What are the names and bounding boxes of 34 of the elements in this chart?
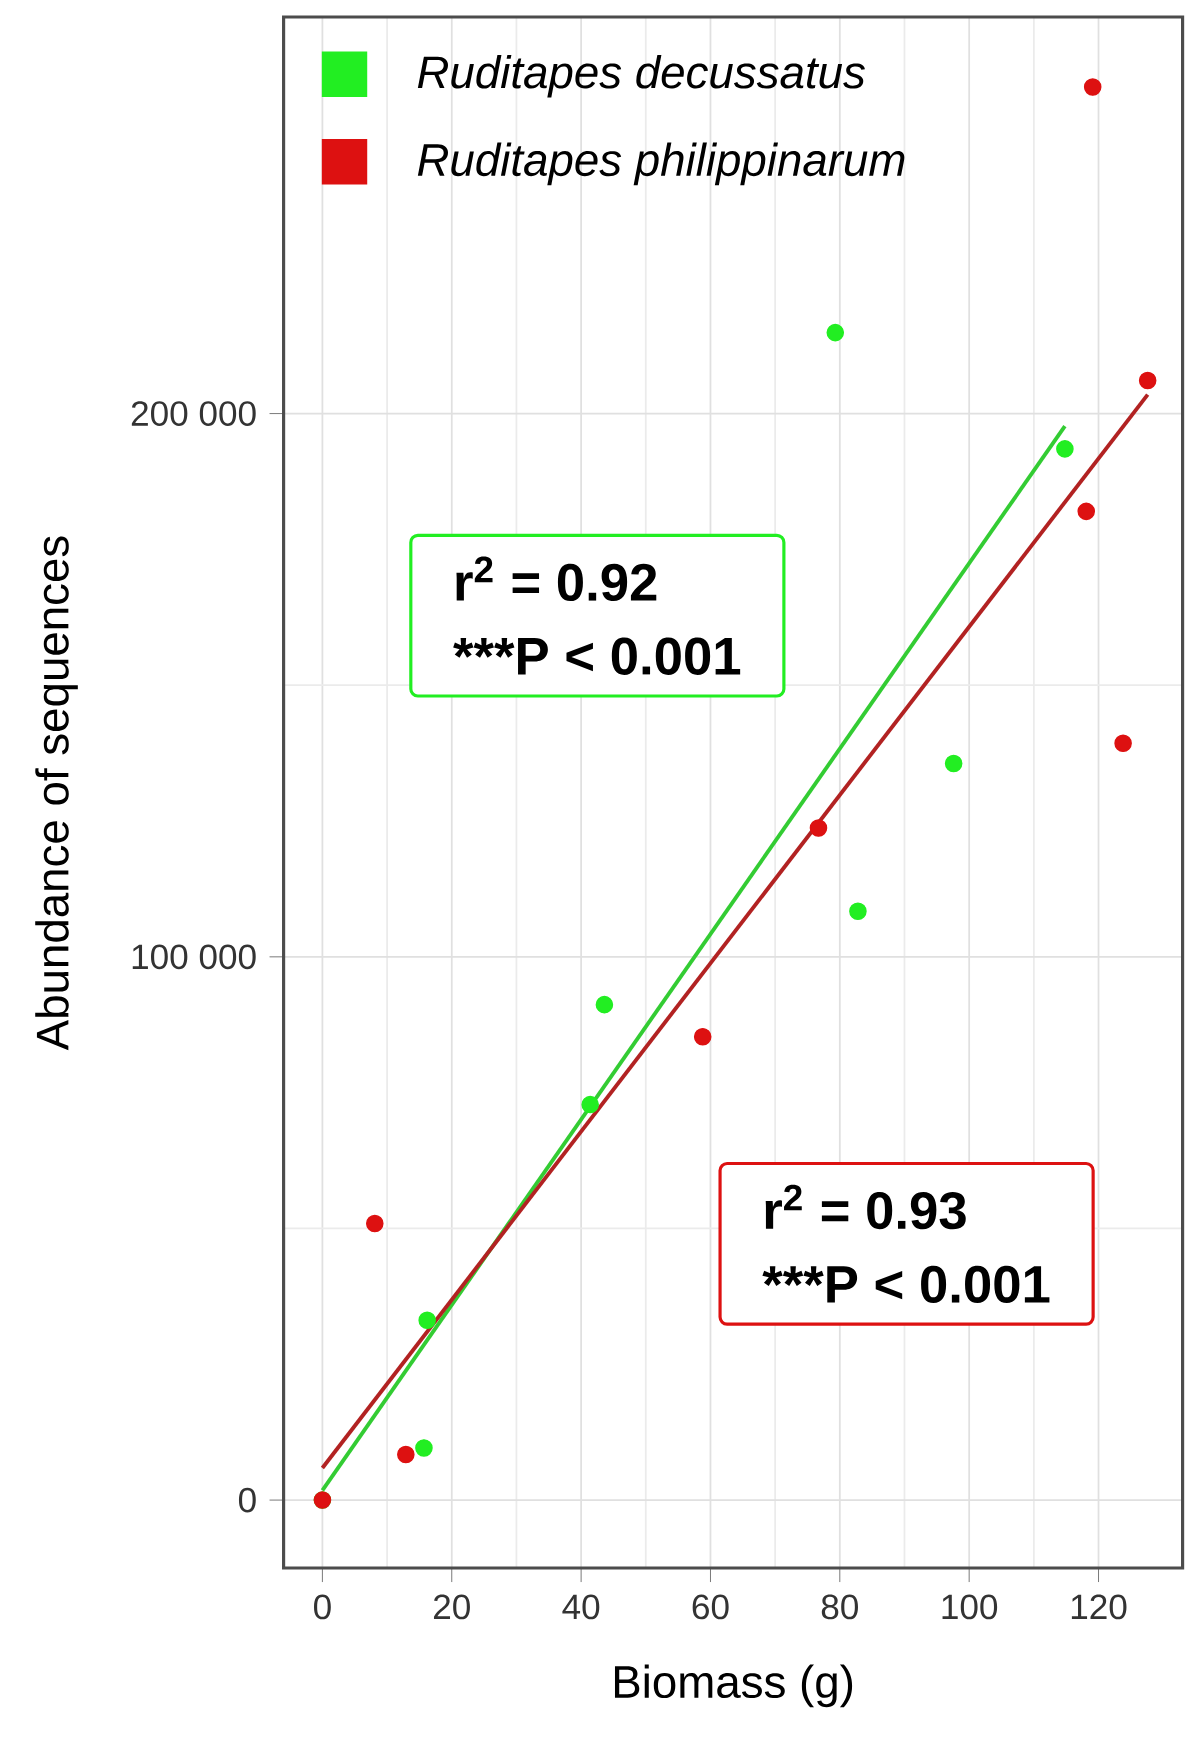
x-axis-title: Biomass (g) (614, 1664, 853, 1708)
x-tick-label: 80 (821, 1594, 858, 1620)
y-tick-label: 200 000 (131, 401, 256, 426)
point (1114, 734, 1132, 753)
point (849, 902, 867, 920)
annotation: r$^{2}$ = 0.92 (456, 556, 657, 602)
point (415, 1439, 433, 1457)
y-axis-title: Abundance of sequences (35, 536, 78, 1051)
point (1056, 440, 1074, 458)
x-tick-label: 40 (562, 1594, 600, 1620)
point (1138, 371, 1157, 390)
x-tick-label: 100 (942, 1594, 998, 1620)
legend-label: Ruditapes decussatus (417, 54, 865, 98)
point (418, 1311, 436, 1330)
point (595, 995, 614, 1014)
point (397, 1445, 415, 1464)
legend-label: Ruditapes philippinarum (417, 142, 905, 186)
annotation: ***P < 0.001 (762, 1265, 1050, 1304)
x-tick-label: 60 (692, 1594, 729, 1620)
y-tick-label: 0 (238, 1487, 256, 1513)
point (826, 323, 845, 342)
point (1083, 78, 1102, 96)
point (581, 1095, 599, 1114)
point (366, 1214, 384, 1233)
point (809, 819, 828, 837)
point (944, 754, 963, 773)
y-tick-label: 100 000 (132, 944, 256, 970)
x-tick-label: 20 (433, 1594, 470, 1620)
annotation: r$^{2}$ = 0.93 (765, 1184, 966, 1230)
annotation: ***P < 0.001 (453, 637, 741, 675)
x-tick-label: 0 (314, 1594, 331, 1620)
point (1077, 502, 1096, 521)
x-tick-label: 120 (1071, 1594, 1127, 1620)
point (693, 1027, 712, 1046)
